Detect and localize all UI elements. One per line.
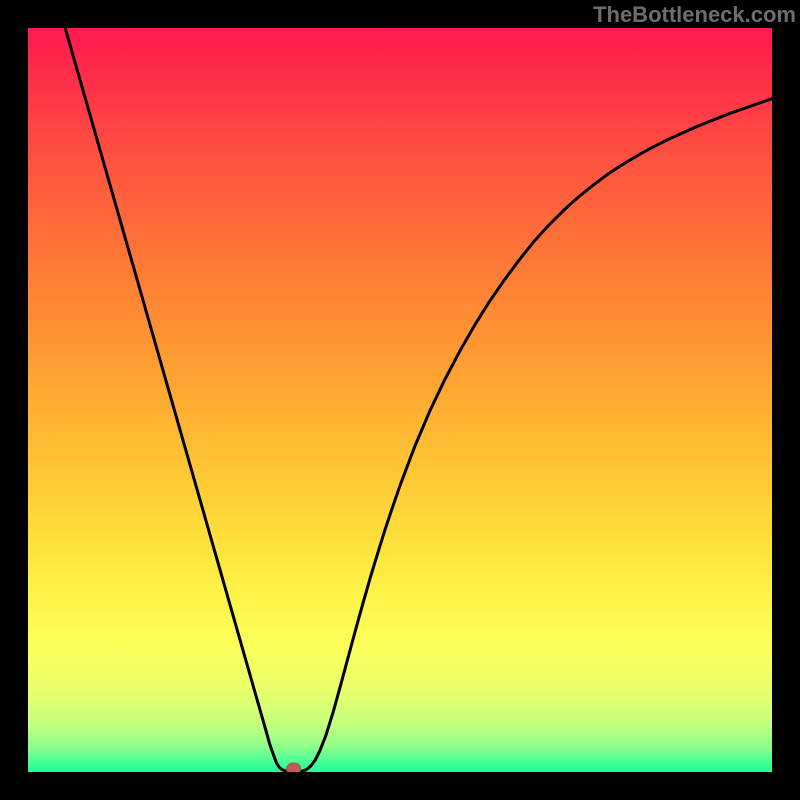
plot-svg [28, 28, 772, 772]
watermark-label: TheBottleneck.com [593, 2, 796, 28]
plot-area [28, 28, 772, 772]
gradient-background [28, 28, 772, 772]
optimum-marker [287, 763, 301, 772]
